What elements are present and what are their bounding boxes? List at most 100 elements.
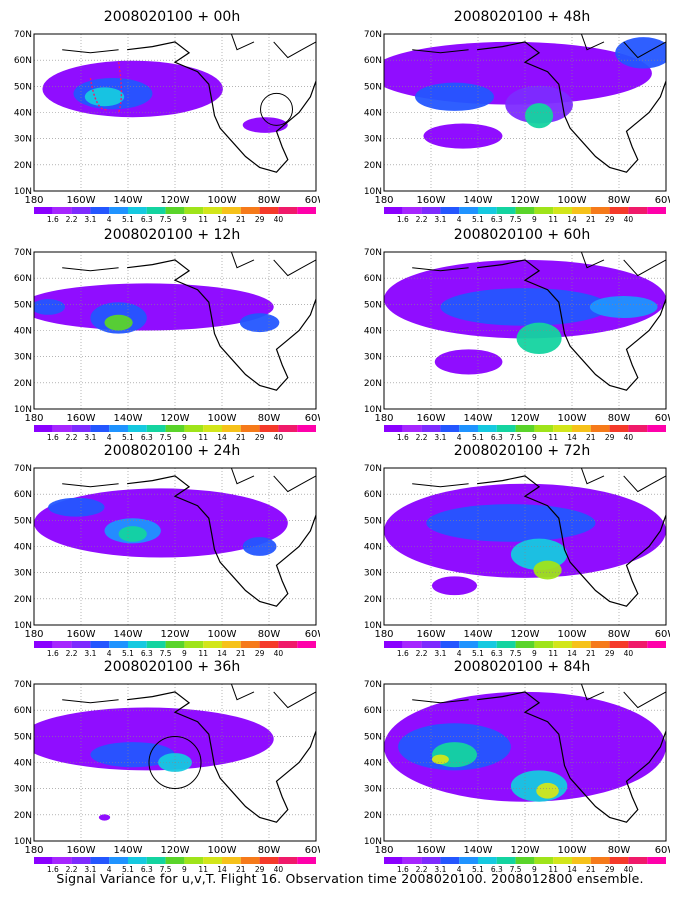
lon-tick-label: 60W (655, 845, 670, 856)
colorbar-label: 29 (255, 433, 265, 442)
lat-tick-label: 30N (14, 569, 32, 579)
colorbar-label: 11 (198, 649, 208, 658)
colorbar-label: 7.5 (160, 433, 172, 442)
colorbar-swatch (52, 425, 72, 432)
lat-tick-label: 30N (364, 135, 382, 145)
variance-region (426, 504, 596, 542)
colorbar-label: 14 (567, 433, 577, 442)
lon-tick-label: 60W (655, 629, 670, 640)
colorbar-label: 7.5 (510, 433, 522, 442)
colorbar-swatch (553, 641, 572, 648)
colorbar-swatch (440, 641, 460, 648)
lon-tick-label: 180 (374, 629, 393, 640)
lat-tick-label: 10N (364, 837, 382, 847)
lat-tick-label: 20N (364, 161, 382, 171)
coastline (127, 41, 316, 173)
colorbar-swatch (71, 425, 91, 432)
colorbar-swatch (52, 641, 72, 648)
coastline (412, 468, 666, 493)
lat-tick-label: 40N (364, 543, 382, 553)
lon-tick-label: 180 (374, 195, 393, 206)
colorbar-label: 14 (567, 215, 577, 224)
lat-tick-label: 70N (14, 464, 32, 474)
colorbar-swatch (628, 641, 648, 648)
lat-tick-label: 50N (364, 732, 382, 742)
lat-tick-label: 70N (364, 464, 382, 474)
colorbar-swatch (421, 207, 441, 214)
colorbar-swatch (384, 207, 403, 214)
lon-tick-label: 80W (608, 195, 631, 206)
lat-tick-label: 30N (14, 135, 32, 145)
lon-tick-label: 60W (655, 195, 670, 206)
colorbar-swatch (402, 207, 422, 214)
colorbar-label: 9 (532, 433, 537, 442)
colorbar-label: 29 (605, 215, 615, 224)
map-frame (383, 467, 667, 626)
panel-title: 2008020100 + 36h (103, 659, 241, 675)
colorbar-label: 14 (217, 215, 227, 224)
colorbar-label: 6.3 (491, 649, 503, 658)
panel-12h: 2008020100 + 12h 70N 60N 50N 40N 30N 20N 10N 18… (0, 226, 320, 442)
colorbar-swatch (240, 857, 260, 864)
panel-title: 2008020100 + 72h (453, 443, 591, 459)
colorbar-swatch (109, 857, 128, 864)
colorbar-swatch (590, 641, 610, 648)
variance-region (431, 576, 478, 596)
lon-tick-label: 140W (114, 629, 143, 640)
colorbar-label: 9 (182, 433, 187, 442)
colorbar-swatch (421, 641, 441, 648)
map-frame (383, 33, 667, 192)
colorbar-swatch (572, 857, 591, 864)
colorbar-swatch (496, 857, 516, 864)
colorbar-swatch (496, 207, 516, 214)
colorbar-label: 7.5 (160, 215, 172, 224)
colorbar-label: 29 (605, 649, 615, 658)
colorbar-label: 40 (624, 865, 634, 874)
variance-region (423, 123, 503, 149)
colorbar-swatch (34, 641, 53, 648)
variance-region (104, 314, 133, 331)
colorbar-label: 11 (548, 649, 558, 658)
variance-region (415, 82, 494, 111)
colorbar-swatch (165, 641, 185, 648)
colorbar-swatch (240, 425, 260, 432)
colorbar-swatch (440, 425, 460, 432)
colorbar-label: 9 (182, 865, 187, 874)
colorbar-label: 21 (236, 433, 246, 442)
colorbar-swatch (553, 857, 572, 864)
lat-tick-label: 10N (14, 621, 32, 631)
colorbar-label: 6.3 (141, 215, 153, 224)
colorbar-swatch (184, 641, 204, 648)
colorbar-swatch (259, 207, 279, 214)
colorbar-label: 11 (548, 215, 558, 224)
colorbar-swatch (402, 425, 422, 432)
coastline (127, 691, 316, 823)
colorbar-swatch (628, 207, 648, 214)
colorbar-swatch (278, 425, 298, 432)
colorbar-swatch (590, 207, 610, 214)
colorbar-swatch (278, 641, 298, 648)
colorbar-label: 4 (107, 215, 112, 224)
colorbar-swatch (259, 641, 279, 648)
lon-tick-label: 100W (558, 195, 587, 206)
colorbar-swatch (203, 857, 222, 864)
lat-tick-label: 40N (364, 759, 382, 769)
colorbar-swatch (421, 425, 441, 432)
lat-tick-label: 60N (364, 490, 382, 500)
colorbar-label: 40 (274, 433, 284, 442)
lat-tick-label: 20N (14, 379, 32, 389)
colorbar-swatch (534, 641, 554, 648)
colorbar-label: 5.1 (122, 215, 134, 224)
colorbar-swatch (647, 857, 666, 864)
colorbar-swatch (609, 641, 629, 648)
colorbar-swatch (34, 207, 53, 214)
coastline (127, 259, 316, 391)
lon-tick-label: 180 (374, 413, 393, 424)
colorbar-label: 7.5 (510, 865, 522, 874)
colorbar-label: 9 (182, 215, 187, 224)
lat-tick-label: 40N (14, 759, 32, 769)
